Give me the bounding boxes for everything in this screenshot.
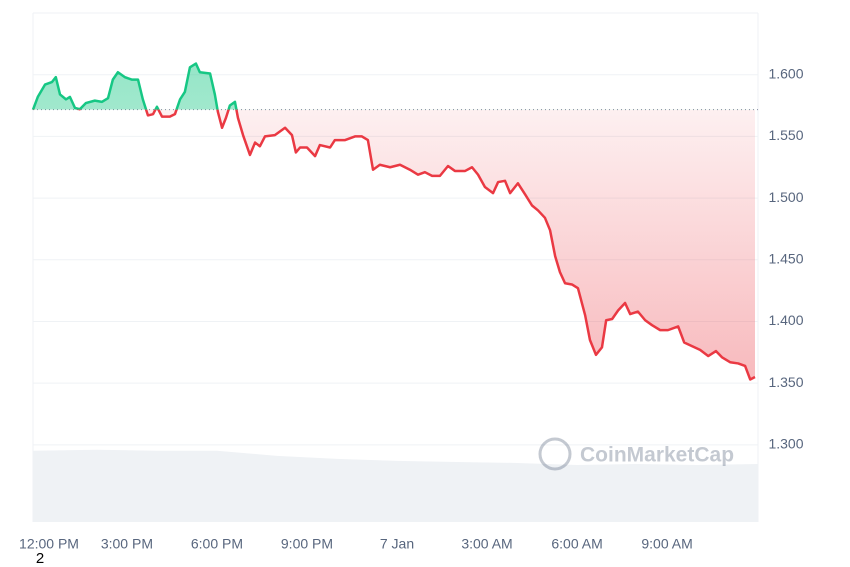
y-tick-label: 1.600 xyxy=(768,65,803,81)
x-tick-label: 7 Jan xyxy=(380,536,414,552)
watermark: CoinMarketCap xyxy=(580,444,734,467)
x-tick-label: 9:00 PM xyxy=(281,536,333,552)
x-tick-label: 9:00 AM xyxy=(641,536,692,552)
footnote: 2 xyxy=(36,550,44,567)
y-tick-label: 1.550 xyxy=(768,127,803,143)
y-tick-label: 1.300 xyxy=(768,436,803,452)
x-tick-label: 12:00 PM xyxy=(19,536,79,552)
volume-area xyxy=(33,449,758,522)
area-down xyxy=(33,109,755,380)
y-tick-label: 1.350 xyxy=(768,374,803,390)
x-tick-label: 3:00 PM xyxy=(101,536,153,552)
price-line-down xyxy=(32,109,756,381)
x-tick-label: 6:00 AM xyxy=(551,536,602,552)
area-up xyxy=(33,63,755,110)
x-tick-label: 3:00 AM xyxy=(461,536,512,552)
y-tick-label: 1.450 xyxy=(768,250,803,266)
price-line-up xyxy=(31,62,238,110)
y-tick-label: 1.400 xyxy=(768,312,803,328)
watermark-logo xyxy=(538,437,572,471)
plot: 1.300 1.350 1.400 1.450 1.500 1.550 1.600 12:00… xyxy=(19,12,804,552)
watermark-group: CoinMarketCap xyxy=(538,437,734,471)
x-tick-label: 6:00 PM xyxy=(191,536,243,552)
y-tick-label: 1.500 xyxy=(768,189,803,205)
